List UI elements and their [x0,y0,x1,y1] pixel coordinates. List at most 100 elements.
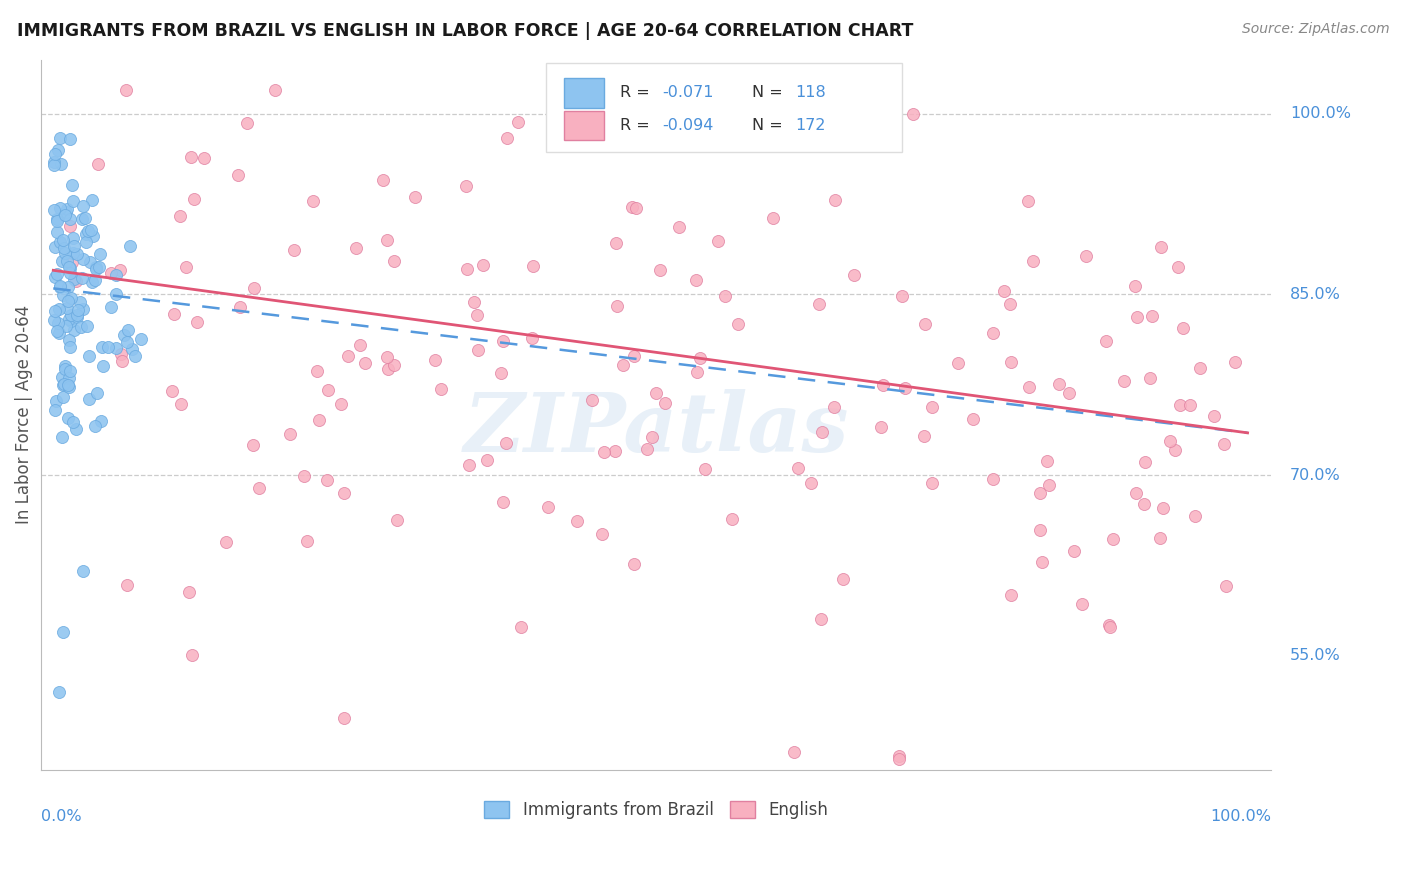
Point [44,203,66,218]
Point [53,359,76,374]
Point [887,752,910,766]
Point [105,268,128,282]
Point [52,390,75,404]
Point [621,200,644,214]
Point [65,422,87,436]
Point [429,382,451,396]
Point [1142,309,1164,323]
Point [1126,310,1149,324]
Point [316,383,339,397]
Point [84,261,107,276]
Point [169,209,191,223]
Point [824,193,846,207]
Text: N =: N = [752,118,789,133]
Point [62,415,84,429]
Point [1094,334,1116,349]
Point [456,262,478,277]
Point [891,288,914,302]
Point [52,288,75,302]
Point [48,684,70,698]
Point [87,260,110,274]
Point [605,235,627,250]
Point [1123,279,1146,293]
Point [84,273,107,287]
Point [316,473,339,487]
Point [56,253,79,268]
Point [82,194,104,208]
Point [48,326,70,340]
Point [1017,194,1039,208]
Point [337,349,360,363]
Point [160,384,183,398]
Point [87,157,110,171]
Point [58,333,80,347]
Point [998,297,1021,311]
Point [247,481,270,495]
Point [62,238,84,252]
Point [1164,442,1187,457]
Point [654,396,676,410]
Text: N =: N = [752,86,789,100]
Point [496,131,519,145]
Point [180,648,202,662]
Point [82,228,104,243]
Point [1063,543,1085,558]
Point [810,612,832,626]
Point [80,223,103,237]
Point [58,312,80,326]
Point [51,254,73,268]
Point [56,280,79,294]
Point [84,419,107,434]
Point [66,308,89,322]
Point [1029,485,1052,500]
Point [86,385,108,400]
Point [111,354,134,368]
Point [623,349,645,363]
Point [783,745,806,759]
Point [121,343,143,357]
Point [983,326,1005,341]
Point [1215,579,1237,593]
Point [914,318,936,332]
Point [110,262,132,277]
Point [537,500,560,515]
Point [100,266,122,280]
Point [332,711,354,725]
Point [115,578,138,592]
Y-axis label: In Labor Force | Age 20-64: In Labor Force | Age 20-64 [15,305,32,524]
Point [467,343,489,357]
Point [463,295,485,310]
Point [423,353,446,368]
Point [1029,523,1052,537]
Point [46,225,69,239]
Point [768,127,790,141]
Point [506,114,529,128]
Point [382,254,405,268]
Point [377,361,399,376]
Point [330,397,353,411]
Point [56,301,79,315]
Point [344,241,367,255]
Point [183,192,205,206]
Point [305,363,328,377]
Point [115,335,138,350]
Point [52,377,75,392]
Text: ZIPatlas: ZIPatlas [464,389,849,469]
Point [60,314,83,328]
Point [1184,508,1206,523]
Point [593,445,616,459]
Point [800,476,823,491]
Point [76,318,98,333]
Point [832,572,855,586]
Point [650,263,672,277]
Point [689,351,711,365]
Point [962,411,984,425]
Point [72,565,94,579]
Point [44,240,66,254]
Point [59,291,82,305]
Point [104,341,127,355]
Point [1031,556,1053,570]
FancyBboxPatch shape [564,78,603,108]
Point [844,268,866,282]
Point [510,620,533,634]
